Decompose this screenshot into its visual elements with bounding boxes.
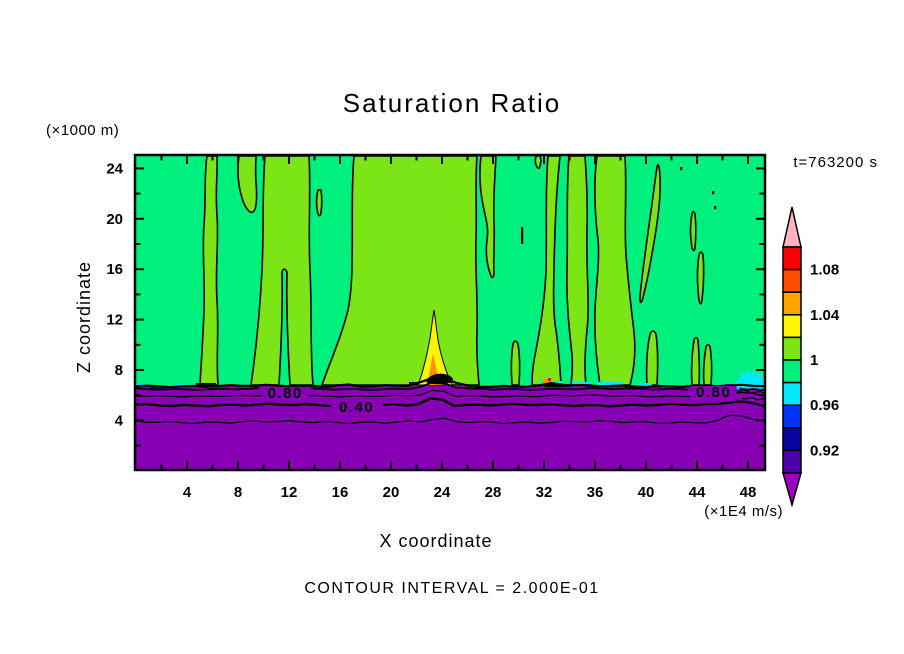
contour-speck (712, 191, 715, 195)
transition-strip-orange (543, 379, 549, 383)
colorbar-segment (782, 404, 802, 429)
contour-line (135, 402, 331, 408)
colorbar-segment (782, 336, 802, 361)
y-tick-label: 20 (106, 211, 123, 228)
supersaturated-band (479, 155, 497, 279)
plume-yellow (417, 309, 453, 386)
y-axis-unit-label: (×1000 m) (46, 122, 119, 139)
contour-label-mask (262, 387, 309, 401)
supersaturated-band (250, 155, 314, 386)
x-tick-label: 24 (434, 484, 451, 501)
supersaturated-band (702, 343, 713, 386)
colorbar-segment (782, 381, 802, 406)
y-tick-label: 8 (115, 362, 123, 379)
supersaturated-band (639, 163, 661, 304)
field-subsaturated-region (135, 386, 765, 470)
transition-cyan-patch (735, 368, 765, 389)
contour-line (739, 387, 765, 391)
colorbar-tick-label: 0.96 (810, 397, 839, 414)
contour-field: 0.80 0.40 0.80 (135, 155, 765, 470)
contour-line (135, 414, 765, 425)
colorbar-tick-label: 0.92 (810, 442, 839, 459)
x-axis-unit-label: (×1E4 m/s) (704, 503, 783, 520)
supersaturated-band (510, 340, 521, 386)
colorbar-segment (782, 359, 802, 384)
contour-speck (521, 227, 524, 244)
transition-strip-cyan (572, 382, 589, 385)
contour-speck (680, 167, 683, 171)
contour-label-mask (690, 385, 737, 399)
transition-strip-black (196, 383, 216, 386)
colorbar-segment (782, 449, 802, 474)
colorbar-tick-label: 1.08 (810, 262, 839, 279)
colorbar-under-arrow (782, 472, 802, 508)
x-tick-label: 32 (536, 484, 553, 501)
transition-strip-navy (150, 387, 164, 389)
contour-speck (714, 206, 717, 210)
transition-strip-cyan (176, 384, 184, 386)
y-axis-label: Z coordinate (74, 261, 94, 373)
transition-strip-cyan (598, 382, 622, 385)
contour-line (741, 396, 765, 401)
supersaturated-band (237, 155, 258, 214)
colorbar-segment (782, 291, 802, 316)
supersaturated-band (199, 155, 219, 386)
plot-title: Saturation Ratio (343, 88, 561, 118)
contour-line (382, 397, 765, 408)
x-tick-label: 40 (638, 484, 655, 501)
y-tick-label: 24 (106, 160, 123, 177)
colorbar-tick-label: 1.04 (810, 307, 840, 324)
colorbar-tick-label: 1 (810, 352, 818, 369)
colorbar-segment (782, 427, 802, 452)
contour-line (135, 376, 765, 389)
supersaturated-band (690, 336, 701, 386)
contour-interval-label: CONTOUR INTERVAL = 2.000E-01 (304, 580, 599, 597)
x-tick-label: 36 (587, 484, 604, 501)
plot-frame-and-ticks (133, 153, 767, 472)
x-tick-label: 16 (332, 484, 349, 501)
y-tick-label: 12 (106, 312, 123, 329)
contour-line (736, 389, 765, 395)
colorbar-segment (782, 314, 802, 339)
transition-strip-black (545, 384, 571, 387)
plume-dense-contours (409, 382, 417, 385)
x-tick-label: 4 (183, 484, 192, 501)
supersaturated-band (645, 330, 659, 386)
time-annotation: t=763200 s (793, 154, 878, 171)
transition-strip-red (548, 378, 551, 381)
x-tick-label: 12 (281, 484, 298, 501)
contour-line (311, 381, 688, 391)
contour-label: 0.40 (339, 399, 374, 416)
contour-line (135, 387, 260, 391)
x-tick-label: 28 (485, 484, 502, 501)
contour-label-mask (333, 401, 380, 415)
supersaturated-band (315, 189, 323, 217)
x-axis-label: X coordinate (379, 531, 492, 551)
x-tick-label: 44 (689, 484, 706, 501)
y-tick-label: 4 (115, 412, 124, 429)
contour-line (135, 389, 765, 398)
x-tick-label: 48 (740, 484, 757, 501)
colorbar-over-arrow (782, 206, 802, 248)
x-tick-label: 8 (234, 484, 242, 501)
supersaturated-band (320, 155, 480, 386)
colorbar-segment (782, 246, 802, 271)
contour-label: 0.80 (696, 384, 731, 401)
x-tick-label: 20 (383, 484, 400, 501)
colorbar-segment (782, 268, 802, 293)
supersaturated-band (696, 251, 705, 305)
supersaturated-band (534, 155, 542, 170)
supersaturated-band (689, 210, 697, 252)
contour-label: 0.80 (268, 385, 303, 402)
plot-frame (133, 153, 767, 472)
y-tick-label: 16 (106, 261, 123, 278)
transition-strip-cyan (640, 383, 652, 386)
colorbar: 1.08 1.04 1 0.96 0.92 (782, 206, 840, 508)
